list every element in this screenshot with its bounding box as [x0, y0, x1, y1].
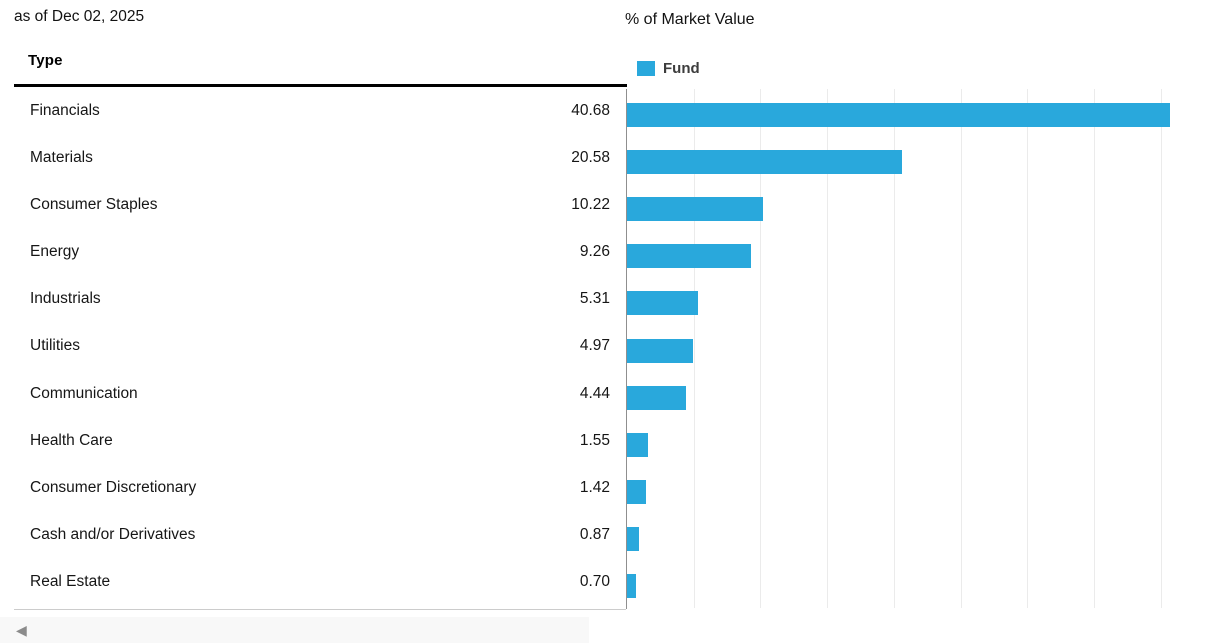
sector-value: 40.68 — [571, 101, 610, 119]
sector-label: Energy — [30, 243, 80, 261]
table-header-underline — [14, 84, 627, 87]
sector-value: 0.70 — [579, 573, 610, 591]
sector-label: Consumer Discretionary — [30, 478, 197, 496]
gridline — [1160, 89, 1162, 608]
table-row: Cash and/or Derivatives 0.87 — [14, 512, 610, 559]
sector-label: Communication — [30, 384, 138, 402]
fund-bar[interactable] — [627, 149, 902, 174]
sector-value: 10.22 — [571, 195, 610, 213]
sector-label: Real Estate — [30, 573, 111, 591]
sector-label: Utilities — [30, 337, 80, 355]
table-row: Consumer Discretionary 1.42 — [14, 464, 610, 511]
gridline — [893, 89, 895, 608]
gridline — [1027, 89, 1029, 608]
fund-bar[interactable] — [627, 432, 648, 457]
table-row: Financials 40.68 — [14, 87, 610, 134]
sector-value: 20.58 — [571, 148, 610, 166]
gridline — [760, 89, 762, 608]
table-row: Consumer Staples 10.22 — [14, 181, 610, 228]
sector-label: Cash and/or Derivatives — [30, 526, 196, 544]
fund-bar[interactable] — [627, 196, 764, 221]
fund-bar[interactable] — [627, 527, 639, 552]
sector-value: 4.44 — [579, 384, 610, 402]
table-row: Utilities 4.97 — [14, 323, 610, 370]
sector-label: Materials — [30, 148, 93, 166]
fund-bar[interactable] — [627, 338, 694, 363]
sector-value: 1.42 — [579, 478, 610, 496]
sector-value: 0.87 — [579, 526, 610, 544]
chart-y-axis — [626, 89, 627, 609]
table-row: Communication 4.44 — [14, 370, 610, 417]
fund-bar[interactable] — [627, 244, 751, 269]
table-row: Health Care 1.55 — [14, 417, 610, 464]
table-row: Energy 9.26 — [14, 229, 610, 276]
gridline — [693, 89, 695, 608]
scroll-left-arrow-icon[interactable]: ◀ — [16, 622, 27, 638]
bar-chart-plot-area — [627, 89, 1214, 608]
sector-table: Financials 40.68 Materials 20.58 Consumer St… — [14, 87, 610, 606]
sector-value: 1.55 — [579, 431, 610, 449]
table-row: Materials 20.58 — [14, 134, 610, 181]
sector-value: 4.97 — [579, 337, 610, 355]
fund-bar[interactable] — [627, 291, 698, 316]
as-of-date: as of Dec 02, 2025 — [14, 8, 145, 25]
table-bottom-border — [14, 609, 626, 610]
gridline — [1093, 89, 1095, 608]
fund-bar[interactable] — [627, 574, 637, 599]
sector-label: Financials — [30, 101, 100, 119]
sector-label: Industrials — [30, 290, 101, 308]
fund-legend-swatch-icon — [637, 61, 655, 76]
fund-bar[interactable] — [627, 102, 1170, 127]
fund-bar[interactable] — [627, 480, 646, 505]
sector-value: 5.31 — [579, 290, 610, 308]
horizontal-scrollbar[interactable]: ◀ — [0, 617, 589, 643]
gridline — [827, 89, 829, 608]
chart-title: % of Market Value — [625, 11, 755, 28]
chart-legend: Fund — [637, 60, 700, 77]
table-row: Industrials 5.31 — [14, 276, 610, 323]
table-column-header-type: Type — [28, 52, 63, 69]
fund-bar[interactable] — [627, 385, 687, 410]
sector-label: Health Care — [30, 431, 113, 449]
gridline — [960, 89, 962, 608]
sector-label: Consumer Staples — [30, 195, 158, 213]
table-row: Real Estate 0.70 — [14, 559, 610, 606]
fund-legend-label: Fund — [663, 60, 700, 77]
sector-value: 9.26 — [579, 243, 610, 261]
